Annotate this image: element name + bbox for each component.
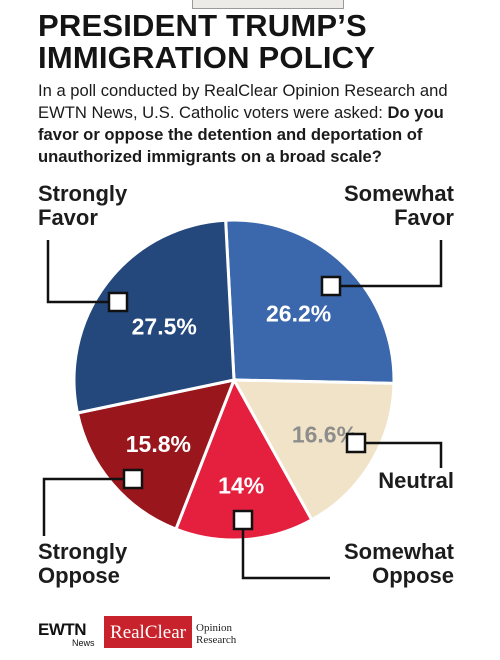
- opinion-research-text: Opinion Research: [196, 622, 236, 646]
- label-strongly-oppose-line1: Strongly: [38, 539, 128, 564]
- label-strongly-favor: Strongly Favor: [38, 182, 127, 230]
- leader-strongly-oppose: [42, 477, 133, 536]
- leader-strongly-favor-marker: [107, 291, 129, 313]
- leader-somewhat-favor-marker: [320, 275, 342, 297]
- label-somewhat-oppose: Somewhat Oppose: [344, 540, 454, 588]
- slice-strongly-oppose: [75, 377, 237, 532]
- label-somewhat-favor-line2: Favor: [394, 205, 454, 230]
- toolbar-strip: [192, 0, 344, 9]
- page-title: PRESIDENT TRUMP’S IMMIGRATION POLICY: [38, 10, 375, 74]
- slice-somewhat-oppose-value-label: 14%: [218, 472, 264, 498]
- label-somewhat-favor-line1: Somewhat: [343, 181, 454, 206]
- slice-neutral: [231, 378, 396, 522]
- slice-strongly-favor: [72, 218, 236, 415]
- title-line-2: IMMIGRATION POLICY: [38, 40, 376, 75]
- ewtn-logo-text: EWTN: [38, 620, 87, 639]
- label-strongly-favor-line2: Favor: [38, 205, 98, 230]
- realclear-logo: RealClear: [104, 616, 192, 648]
- leader-somewhat-favor: [331, 240, 443, 288]
- research-word: Research: [196, 634, 237, 646]
- slice-strongly-favor-value-label: 27.5%: [132, 313, 197, 339]
- label-strongly-oppose-line2: Oppose: [38, 563, 120, 588]
- ewtn-news-text: News: [72, 638, 95, 648]
- label-strongly-favor-line1: Strongly: [38, 181, 128, 206]
- leader-neutral: [356, 441, 443, 468]
- realclear-logo-text: RealClear: [110, 622, 186, 643]
- slice-somewhat-favor-value-label: 26.2%: [266, 300, 331, 326]
- intro-plain: In a poll conducted by RealClear Opinion…: [38, 81, 448, 122]
- label-neutral-line1: Neutral: [378, 468, 454, 493]
- label-somewhat-favor: Somewhat Favor: [344, 182, 454, 230]
- label-somewhat-oppose-line1: Somewhat: [343, 539, 454, 564]
- leader-strongly-favor: [46, 240, 118, 304]
- slice-somewhat-oppose: [174, 376, 314, 542]
- leader-somewhat-oppose-marker: [232, 509, 254, 531]
- label-somewhat-oppose-line2: Oppose: [372, 563, 454, 588]
- slice-somewhat-favor: [224, 218, 396, 385]
- opinion-word: Opinion: [196, 622, 233, 634]
- label-neutral: Neutral: [378, 469, 454, 493]
- title-line-1: PRESIDENT TRUMP’S: [38, 8, 367, 43]
- intro-question: Do you favor or oppose the detention and…: [38, 103, 444, 166]
- leader-neutral-marker: [345, 432, 367, 454]
- slice-strongly-oppose-value-label: 15.8%: [126, 431, 191, 457]
- intro-text: In a poll conducted by RealClear Opinion…: [38, 80, 468, 168]
- leader-somewhat-oppose: [241, 520, 330, 580]
- leader-strongly-oppose-marker: [122, 468, 144, 490]
- label-strongly-oppose: Strongly Oppose: [38, 540, 127, 588]
